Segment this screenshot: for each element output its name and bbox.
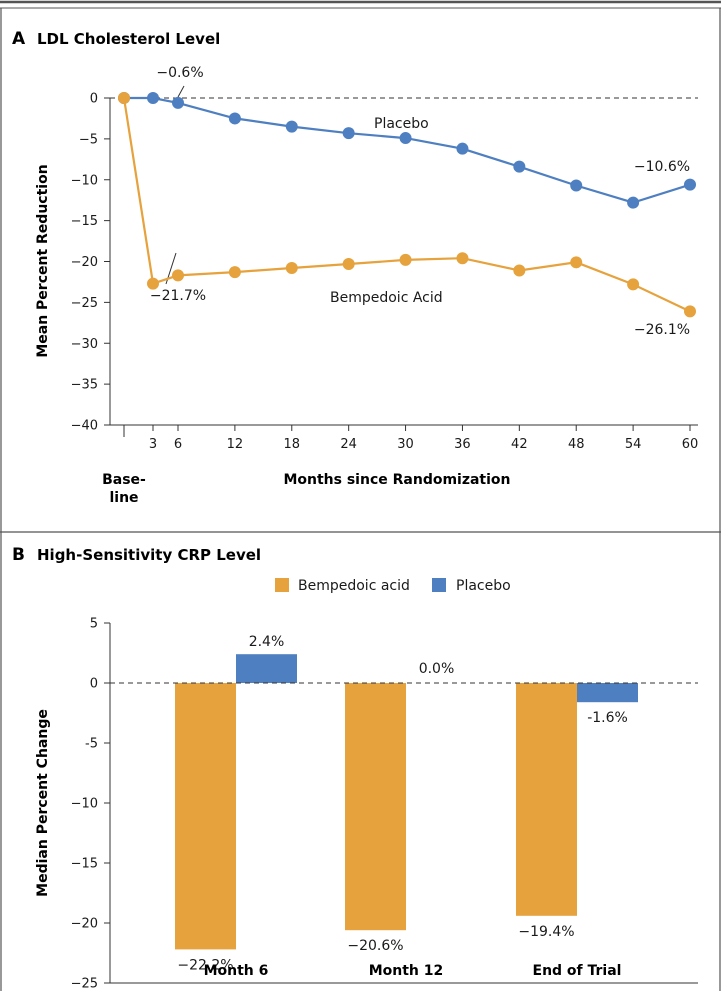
- data-point-placebo: [399, 132, 412, 145]
- bar-placebo: [577, 683, 638, 703]
- b-ytick-label: −10: [71, 797, 98, 812]
- a-xtick-label: 12: [227, 437, 244, 452]
- data-point-placebo: [684, 178, 696, 191]
- panel-a-y-axis-title: Mean Percent Reduction: [35, 164, 51, 357]
- a-xtick-label: 42: [511, 437, 528, 452]
- a-xtick-label: 54: [625, 437, 642, 452]
- bar-value-label: -1.6%: [587, 710, 628, 726]
- annot-placebo-month6-leader: [177, 85, 185, 98]
- a-ytick-label: −10: [71, 173, 98, 188]
- a-xtick-label: 3: [149, 437, 157, 452]
- b-ytick-label: −15: [71, 857, 98, 872]
- panel-a-y-ticks: 0 −5 −10 −15 −20 −25 −30 −35 −40: [71, 92, 110, 434]
- panel-a-series: [118, 92, 696, 318]
- a-ytick-label: −40: [71, 419, 98, 434]
- annot-bempedoic-month6: −21.7%: [150, 288, 206, 304]
- a-ytick-label: −35: [71, 378, 98, 393]
- b-ytick-label: −20: [71, 917, 98, 932]
- panel-b-categories: Month 6 Month 12 End of Trial: [204, 963, 622, 979]
- panel-b-title: High-Sensitivity CRP Level: [37, 546, 261, 564]
- data-point-bempedoic: [228, 266, 241, 279]
- data-point-placebo: [513, 160, 526, 173]
- data-point-bempedoic: [285, 262, 298, 275]
- panel-a-baseline-label-1: Base-: [102, 472, 146, 488]
- category-label: Month 12: [369, 963, 444, 979]
- a-xtick-label: 18: [284, 437, 301, 452]
- annot-bempedoic-month60: −26.1%: [634, 322, 690, 338]
- b-ytick-label: −25: [71, 977, 98, 991]
- a-ytick-label: −15: [71, 214, 98, 229]
- data-point-bempedoic: [147, 277, 159, 290]
- data-point-bempedoic: [627, 278, 640, 291]
- data-point-bempedoic: [513, 264, 526, 277]
- series-label-bempedoic: Bempedoic Acid: [330, 290, 443, 306]
- panel-b-y-ticks: 5 0 -5 −10 −15 −20 −25: [71, 617, 110, 991]
- series-line-placebo: [124, 96, 691, 204]
- data-point-bempedoic: [118, 92, 130, 104]
- data-point-bempedoic: [172, 269, 184, 282]
- bar-placebo: [236, 654, 297, 683]
- panel-a-baseline-label-2: line: [109, 490, 138, 506]
- data-point-bempedoic: [456, 252, 469, 265]
- a-ytick-label: −25: [71, 296, 98, 311]
- b-ytick-label: 5: [90, 617, 98, 632]
- category-label: End of Trial: [533, 963, 622, 979]
- a-xtick-label: 30: [397, 437, 414, 452]
- data-point-placebo: [147, 92, 159, 104]
- legend-label-bempedoic: Bempedoic acid: [298, 578, 410, 594]
- data-point-placebo: [228, 112, 241, 125]
- panel-a-x-axis-title: Months since Randomization: [283, 472, 510, 488]
- annot-placebo-month6: −0.6%: [156, 65, 203, 81]
- data-point-bempedoic: [570, 256, 583, 269]
- legend-swatch-bempedoic: [275, 578, 289, 592]
- series-label-placebo: Placebo: [374, 116, 429, 132]
- data-point-bempedoic: [342, 257, 355, 270]
- annot-placebo-month60: −10.6%: [634, 159, 690, 175]
- a-xtick-label: 6: [174, 437, 182, 452]
- bar-value-label: −19.4%: [518, 924, 574, 940]
- bar-bempedoic: [345, 683, 406, 931]
- a-xtick-label: 60: [682, 437, 699, 452]
- a-xtick-label: 24: [340, 437, 357, 452]
- panel-a-letter: A: [12, 29, 26, 49]
- data-point-placebo: [172, 96, 184, 109]
- bar-value-label: 2.4%: [249, 634, 285, 650]
- a-ytick-label: 0: [90, 92, 98, 107]
- data-point-placebo: [342, 127, 355, 140]
- bar-bempedoic: [175, 683, 236, 950]
- panel-a-x-ticks: 3 6 12 18 24 30 36 42 48 54 60: [149, 425, 698, 452]
- panel-b-y-axis-title: Median Percent Change: [35, 709, 51, 897]
- bar-bempedoic: [516, 683, 577, 916]
- a-xtick-label: 36: [454, 437, 471, 452]
- legend-label-placebo: Placebo: [456, 578, 511, 594]
- bar-value-label: −22.2%: [177, 957, 233, 973]
- data-point-placebo: [570, 179, 583, 192]
- a-ytick-label: −20: [71, 255, 98, 270]
- b-ytick-label: 0: [90, 677, 98, 692]
- bar-value-label: 0.0%: [419, 661, 455, 677]
- panel-b-letter: B: [12, 545, 25, 565]
- panel-b-bars: −22.2% 2.4% −20.6% 0.0% −19.4% -1.6%: [175, 634, 638, 973]
- bar-value-label: −20.6%: [347, 938, 403, 954]
- data-point-bempedoic: [684, 305, 696, 318]
- a-xtick-label: 48: [568, 437, 585, 452]
- data-point-bempedoic: [399, 253, 412, 266]
- panel-a-title: LDL Cholesterol Level: [37, 30, 220, 48]
- legend-swatch-placebo: [432, 578, 446, 592]
- category-label: Month 6: [204, 963, 269, 979]
- b-ytick-label: -5: [85, 737, 98, 752]
- data-point-placebo: [456, 142, 469, 155]
- a-ytick-label: −5: [79, 132, 98, 147]
- a-ytick-label: −30: [71, 337, 98, 352]
- data-point-placebo: [627, 196, 640, 209]
- data-point-placebo: [285, 120, 298, 133]
